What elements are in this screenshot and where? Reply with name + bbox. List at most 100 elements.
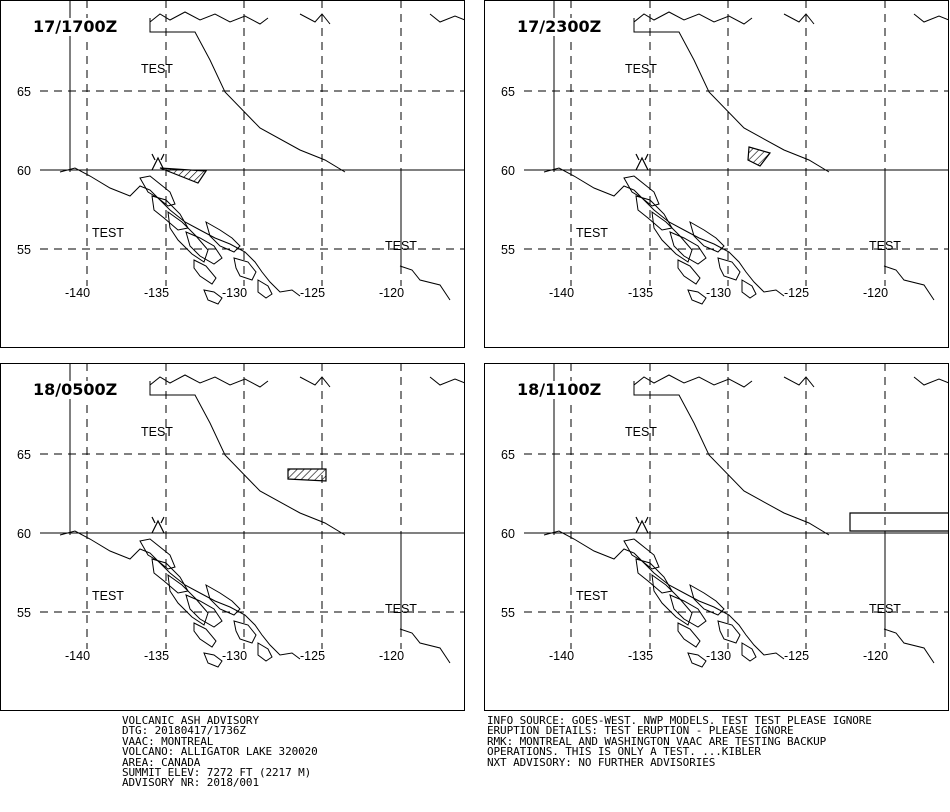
panel-time-3: 18/0500Z	[31, 380, 120, 399]
island-outline	[741, 279, 757, 299]
coastline	[633, 374, 753, 388]
advisory-line: VOLCANO: ALLIGATOR LAKE 320020	[122, 745, 318, 759]
island-outline	[167, 210, 209, 263]
panel-time-1: 17/1700Z	[31, 17, 120, 36]
coastline	[429, 13, 465, 23]
advisory-line: DTG: 20180417/1736Z	[122, 724, 246, 738]
coastline	[783, 376, 815, 388]
island-outline	[687, 289, 707, 305]
map-4: 65 60 55 -140 -135 -130 -125 -120 TEST TEST TEST	[484, 363, 949, 711]
latitude-label: 65	[17, 448, 31, 462]
ash-cloud-polygon	[747, 146, 772, 167]
coastline	[913, 13, 949, 23]
longitude-label: -130	[222, 286, 247, 300]
test-label: TEST	[869, 239, 901, 253]
panel-border	[484, 0, 949, 348]
map-1: 65 60 55 -140 -135 -130 -125 -120 TEST TEST TEST	[0, 0, 465, 348]
longitude-label: -135	[144, 286, 169, 300]
test-label: TEST	[385, 602, 417, 616]
coastline	[299, 13, 331, 25]
advisory-line: OPERATIONS. THIS IS ONLY A TEST. ...KIBL…	[487, 745, 761, 759]
latitude-label: 60	[501, 164, 515, 178]
panel-border	[0, 0, 465, 348]
coastline	[543, 530, 785, 660]
panel-border	[484, 363, 949, 711]
test-label: TEST	[92, 589, 124, 603]
longitude-label: -120	[863, 649, 888, 663]
island-outline	[635, 195, 673, 231]
longitude-label: -125	[784, 649, 809, 663]
panel-time-2: 17/2300Z	[515, 17, 604, 36]
ash-cloud-polygon	[159, 167, 208, 184]
island-outline	[717, 257, 741, 281]
test-label: TEST	[869, 602, 901, 616]
longitude-label: -120	[863, 286, 888, 300]
coastline	[633, 381, 830, 536]
test-label: TEST	[385, 239, 417, 253]
island-outline	[717, 620, 741, 644]
longitude-label: -125	[300, 649, 325, 663]
latitude-label: 65	[501, 85, 515, 99]
longitude-label: -140	[549, 286, 574, 300]
longitude-label: -135	[628, 649, 653, 663]
island-outline	[687, 652, 707, 668]
island-outline	[257, 642, 273, 662]
island-outline	[635, 558, 673, 594]
island-outline	[651, 210, 693, 263]
island-outline	[139, 538, 176, 570]
longitude-label: -130	[222, 649, 247, 663]
island-outline	[203, 289, 223, 305]
latitude-label: 60	[501, 527, 515, 541]
advisory-line: SUMMIT ELEV: 7272 FT (2217 M)	[122, 766, 312, 780]
latitude-label: 65	[501, 448, 515, 462]
island-outline	[233, 620, 257, 644]
coastline	[543, 167, 785, 297]
coastline	[149, 18, 346, 173]
island-outline	[257, 279, 273, 299]
coastline	[783, 13, 815, 25]
island-outline	[677, 622, 701, 648]
coastline	[883, 628, 935, 664]
coastline	[59, 167, 301, 297]
island-outline	[233, 257, 257, 281]
coastline	[149, 11, 269, 25]
latitude-label: 55	[501, 606, 515, 620]
test-label: TEST	[141, 62, 173, 76]
latitude-label: 55	[17, 243, 31, 257]
coastline	[633, 18, 830, 173]
advisory-line: AREA: CANADA	[122, 755, 201, 769]
coastline	[633, 11, 753, 25]
coastline	[149, 381, 346, 536]
map-panel-1: 65 60 55 -140 -135 -130 -125 -120 TEST TEST TEST 1…	[0, 0, 465, 348]
test-label: TEST	[92, 226, 124, 240]
advisory-info-right: INFO SOURCE: GOES-WEST. NWP MODELS. TEST…	[487, 715, 872, 769]
island-outline	[677, 259, 701, 285]
test-label: TEST	[576, 226, 608, 240]
longitude-label: -135	[628, 286, 653, 300]
advisory-line: RMK: MONTREAL AND WASHINGTON VAAC ARE TE…	[487, 734, 827, 748]
island-outline	[205, 220, 241, 253]
island-outline	[203, 652, 223, 668]
advisory-line: VAAC: MONTREAL	[122, 734, 214, 748]
island-outline	[651, 573, 693, 626]
latitude-label: 60	[17, 164, 31, 178]
advisory-line: ADVISORY NR: 2018/001	[122, 776, 259, 790]
island-outline	[623, 175, 660, 207]
island-outline	[167, 573, 209, 626]
map-panel-3: 65 60 55 -140 -135 -130 -125 -120 TEST TEST TEST 1…	[0, 363, 465, 711]
island-outline	[689, 583, 725, 616]
test-label: TEST	[576, 589, 608, 603]
ash-cloud-polygon	[849, 512, 949, 532]
island-outline	[193, 259, 217, 285]
island-outline	[193, 622, 217, 648]
island-outline	[151, 195, 189, 231]
longitude-label: -125	[784, 286, 809, 300]
coastline	[299, 376, 331, 388]
test-label: TEST	[141, 425, 173, 439]
panel-time-4: 18/1100Z	[515, 380, 604, 399]
advisory-line: NXT ADVISORY: NO FURTHER ADVISORIES	[487, 755, 716, 769]
island-outline	[185, 594, 223, 628]
coastline	[429, 376, 465, 386]
coastline	[883, 265, 935, 301]
island-outline	[669, 231, 707, 265]
